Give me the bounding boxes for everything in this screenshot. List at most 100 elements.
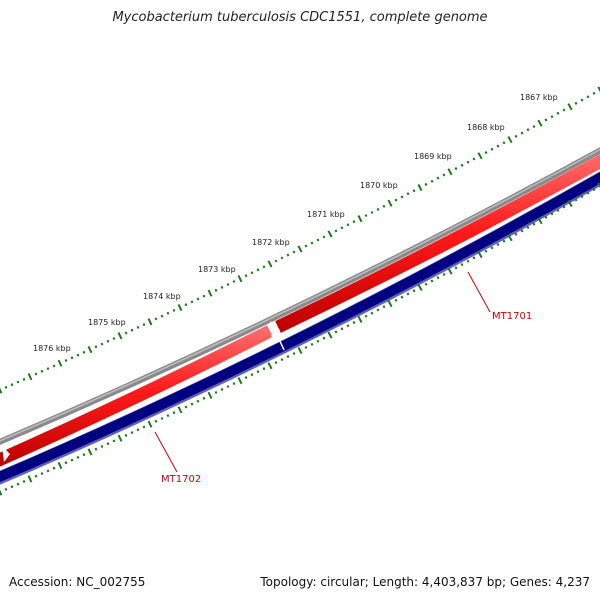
inner-tick-mark bbox=[424, 282, 428, 286]
outer-tick-mark bbox=[160, 314, 164, 318]
outer-tick-mark bbox=[124, 331, 128, 335]
outer-tick-mark bbox=[334, 229, 338, 233]
forward-gene-arrowhead bbox=[2, 446, 10, 462]
inner-tick-mark bbox=[52, 466, 56, 470]
outer-tick-mark bbox=[304, 244, 308, 248]
inner-tick-mark bbox=[0, 489, 3, 496]
inner-tick-mark bbox=[580, 195, 584, 199]
inner-tick-mark bbox=[27, 475, 33, 483]
inner-tick-mark bbox=[124, 433, 128, 437]
outer-tick-mark bbox=[496, 144, 500, 148]
outer-tick-mark bbox=[490, 147, 494, 151]
outer-tick-mark bbox=[250, 271, 254, 275]
outer-tick-mark bbox=[387, 199, 393, 207]
inner-tick-mark bbox=[142, 425, 146, 429]
inner-tick-mark bbox=[597, 182, 600, 188]
gene-label-leader bbox=[154, 431, 178, 473]
forward-gene-segment bbox=[275, 154, 600, 333]
inner-tick-mark bbox=[10, 485, 14, 489]
inner-tick-mark bbox=[280, 358, 284, 362]
inner-tick-mark bbox=[76, 455, 80, 459]
inner-tick-mark bbox=[112, 439, 116, 443]
inner-tick-mark bbox=[592, 188, 596, 192]
inner-tick-mark bbox=[57, 461, 63, 470]
outer-tick-mark bbox=[412, 189, 416, 193]
inner-tick-mark bbox=[490, 246, 494, 250]
outer-tick-mark bbox=[292, 250, 296, 254]
inner-tick-mark bbox=[484, 249, 488, 253]
inner-tick-mark bbox=[472, 256, 476, 260]
inner-tick-mark bbox=[340, 327, 344, 331]
outer-tick-mark bbox=[0, 387, 3, 394]
outer-tick-mark bbox=[262, 265, 266, 269]
outer-tick-mark bbox=[417, 184, 423, 192]
gene-label-text: MT1702 bbox=[161, 474, 201, 485]
inner-tick-mark bbox=[136, 428, 140, 432]
kbp-label-1871: 1871 kbp bbox=[307, 210, 345, 219]
outer-tick-mark bbox=[340, 226, 344, 230]
inner-tick-mark bbox=[172, 411, 176, 415]
inner-tick-mark bbox=[34, 474, 38, 478]
outer-tick-mark bbox=[382, 204, 386, 208]
outer-tick-mark bbox=[364, 214, 368, 218]
inner-tick-mark bbox=[64, 461, 68, 465]
inner-tick-mark bbox=[537, 217, 543, 225]
outer-tick-mark bbox=[526, 128, 530, 132]
outer-tick-mark bbox=[52, 364, 56, 368]
outer-tick-mark bbox=[117, 332, 123, 340]
inner-tick-mark bbox=[502, 239, 506, 243]
inner-tick-mark bbox=[184, 405, 188, 409]
outer-tick-mark bbox=[436, 176, 440, 180]
inner-tick-mark bbox=[244, 376, 248, 380]
inner-tick-mark bbox=[316, 339, 320, 343]
gene-label-leader bbox=[467, 271, 491, 313]
outer-tick-mark bbox=[130, 328, 134, 332]
outer-tick-mark bbox=[502, 141, 506, 145]
kbp-label-1870: 1870 kbp bbox=[360, 181, 398, 190]
outer-tick-mark bbox=[46, 367, 50, 371]
inner-tick-mark bbox=[117, 434, 123, 442]
inner-tick-mark bbox=[514, 232, 518, 236]
outer-tick-mark bbox=[406, 192, 410, 196]
inner-tick-mark bbox=[327, 331, 333, 339]
inner-tick-mark bbox=[262, 367, 266, 371]
inner-tick-mark bbox=[532, 222, 536, 226]
inner-tick-mark bbox=[304, 345, 308, 349]
inner-tick-mark bbox=[346, 324, 350, 328]
outer-tick-mark bbox=[172, 308, 176, 312]
outer-tick-mark bbox=[472, 157, 476, 161]
outer-tick-mark bbox=[544, 118, 548, 122]
outer-tick-mark bbox=[237, 275, 243, 283]
outer-tick-mark bbox=[207, 289, 213, 297]
outer-tick-mark bbox=[327, 230, 333, 238]
outer-tick-mark bbox=[316, 238, 320, 242]
outer-tick-mark bbox=[597, 86, 600, 93]
inner-tick-mark bbox=[292, 352, 296, 356]
inner-tick-mark bbox=[370, 311, 374, 315]
inner-tick-mark bbox=[154, 419, 158, 423]
outer-tick-mark bbox=[226, 282, 230, 287]
inner-tick-mark bbox=[202, 396, 206, 400]
inner-tick-mark bbox=[477, 251, 483, 259]
kbp-label-1869: 1869 kbp bbox=[414, 152, 452, 161]
outer-tick-mark bbox=[190, 300, 194, 304]
inner-tick-mark bbox=[4, 487, 8, 491]
inner-tick-mark bbox=[447, 267, 453, 275]
inner-tick-mark bbox=[496, 243, 500, 247]
genome-summary-text: Topology: circular; Length: 4,403,837 bp… bbox=[260, 575, 590, 589]
inner-tick-mark bbox=[454, 266, 458, 270]
inner-tick-mark bbox=[526, 226, 530, 230]
inner-tick-mark bbox=[40, 472, 44, 476]
inner-tick-mark bbox=[507, 234, 513, 242]
outer-tick-mark bbox=[514, 134, 518, 138]
outer-tick-mark bbox=[82, 350, 86, 354]
outer-tick-mark bbox=[447, 168, 453, 176]
outer-tick-mark bbox=[424, 182, 428, 186]
inner-tick-mark bbox=[232, 382, 236, 386]
inner-tick-mark bbox=[430, 279, 434, 283]
inner-tick-mark bbox=[190, 402, 194, 406]
inner-tick-mark bbox=[394, 298, 398, 302]
inner-tick-mark bbox=[310, 342, 314, 346]
inner-tick-mark bbox=[382, 305, 386, 309]
